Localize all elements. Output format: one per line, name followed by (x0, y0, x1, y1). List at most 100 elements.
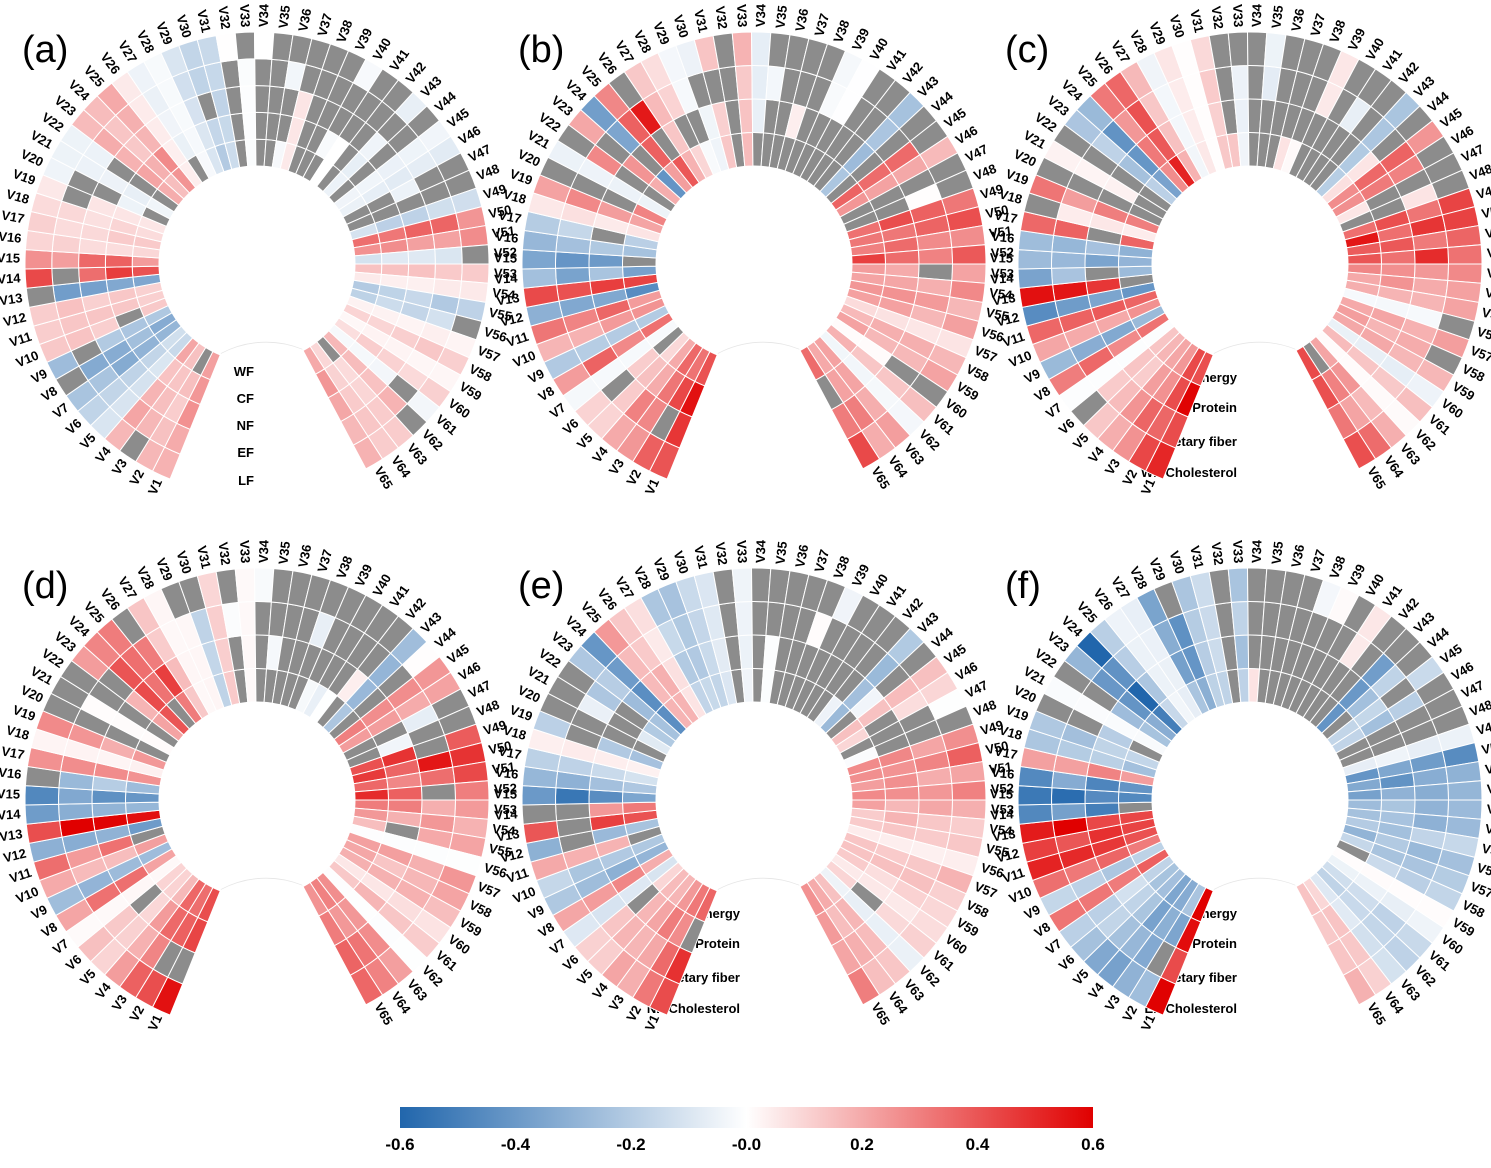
variable-label: V39 (352, 562, 376, 589)
variable-label: V54 (491, 285, 517, 303)
variable-label: V57 (475, 879, 502, 901)
variable-label: V30 (1166, 549, 1187, 576)
variable-label: V58 (964, 361, 991, 385)
panels: (a)V1V2V3V4V5V6V7V8V9V10V11V12V13V14V15V… (0, 3, 1491, 1033)
variable-label: V31 (194, 8, 214, 34)
variable-label: V6 (63, 416, 85, 438)
variable-label: V18 (502, 722, 528, 743)
heat-cell (78, 252, 107, 269)
panel-b: (b)V1V2V3V4V5V6V7V8V9V10V11V12V13V14V15V… (494, 3, 1238, 497)
variable-label: V6 (1056, 416, 1078, 438)
variable-label: V51 (988, 759, 1013, 777)
variable-label: V37 (1307, 548, 1328, 574)
variable-label: V54 (988, 821, 1014, 839)
heat-cell (1017, 803, 1054, 825)
variable-label: V46 (456, 123, 484, 148)
variable-label: V36 (295, 543, 314, 569)
variable-label: V47 (466, 141, 493, 165)
colorbar: -0.6 -0.4 -0.2 -0.0 0.2 0.4 0.6 (385, 1107, 1105, 1154)
heat-cell (1380, 249, 1416, 265)
variable-label: V12 (995, 310, 1021, 330)
ring-label: NF (237, 418, 254, 433)
variable-label: V12 (499, 310, 525, 330)
ring-label: EF (237, 445, 254, 460)
variable-label: V47 (963, 141, 990, 165)
variable-label: V56 (482, 324, 508, 345)
variable-label: V10 (1007, 884, 1034, 907)
variable-label: V15 (494, 250, 517, 265)
variable-label: V4 (589, 979, 611, 1001)
heat-cell (1230, 65, 1249, 101)
inner-ring-outline (220, 341, 303, 354)
variable-label: V48 (1467, 697, 1491, 719)
variable-label: V37 (314, 12, 335, 38)
heat-cell (521, 803, 558, 825)
variable-label: V49 (1475, 181, 1491, 202)
variable-label: V54 (1484, 821, 1491, 839)
heat-cell (751, 31, 772, 67)
heat-cell (734, 65, 753, 101)
variable-label: V52 (990, 245, 1014, 261)
variable-label: V53 (1487, 265, 1491, 281)
variable-label: V28 (1127, 564, 1151, 591)
variable-label: V19 (11, 702, 38, 724)
variable-label: V28 (1127, 28, 1151, 55)
variable-label: V11 (8, 865, 34, 886)
heat-cell (254, 85, 271, 114)
variable-label: V33 (1230, 4, 1246, 28)
variable-label: V39 (849, 562, 873, 589)
variable-label: V56 (979, 860, 1005, 881)
heat-cell (1051, 787, 1086, 805)
variable-label: V13 (991, 290, 1016, 308)
variable-label: V36 (792, 7, 811, 33)
heat-cell (917, 246, 954, 265)
variable-label: V58 (467, 897, 494, 921)
panel-d: (d)V1V2V3V4V5V6V7V8V9V10V11V12V13V14V15V… (0, 539, 741, 1033)
variable-label: V52 (493, 245, 517, 261)
variable-label: V18 (502, 186, 528, 207)
variable-label: V4 (1085, 979, 1107, 1001)
variable-label: V6 (1056, 952, 1078, 974)
variable-label: V56 (1475, 860, 1491, 881)
variable-label: V31 (194, 544, 214, 570)
variable-label: V47 (466, 677, 493, 701)
variable-label: V32 (1208, 541, 1226, 566)
heat-cell (731, 567, 753, 603)
variable-label: V52 (1486, 781, 1491, 797)
variable-label: V35 (1268, 5, 1286, 30)
variable-label: V11 (505, 329, 531, 350)
heat-cell (420, 782, 457, 801)
heat-cell (380, 250, 410, 265)
variable-label: V18 (998, 186, 1024, 207)
variable-label: V3 (1102, 992, 1123, 1014)
variable-label: V30 (670, 13, 691, 40)
variable-label: V20 (19, 682, 46, 705)
variable-label: V16 (0, 765, 22, 782)
variable-label: V10 (14, 348, 41, 371)
variable-label: V17 (0, 207, 26, 226)
variable-label: V14 (990, 270, 1015, 286)
colorbar-tick-label: 0.6 (1081, 1135, 1105, 1154)
heat-cell (1051, 267, 1087, 286)
variable-label: V53 (991, 801, 1015, 817)
variable-label: V13 (991, 826, 1016, 844)
colorbar-tick-label: 0.4 (966, 1135, 990, 1154)
heat-cell (434, 263, 463, 282)
heat-cell (521, 267, 558, 289)
variable-label: V15 (990, 786, 1013, 801)
heat-cell (51, 250, 80, 269)
variable-label: V50 (487, 202, 513, 221)
variable-label: V65 (371, 464, 396, 492)
variable-label: V29 (153, 556, 176, 583)
variable-label: V8 (1031, 383, 1052, 404)
variable-label: V21 (1021, 663, 1049, 688)
variable-label: V35 (1268, 541, 1286, 566)
variable-label: V9 (29, 366, 50, 387)
variable-label: V35 (275, 541, 293, 566)
variable-label: V7 (547, 936, 569, 958)
variable-label: V2 (126, 1003, 147, 1024)
ring-label: CF (237, 391, 254, 406)
heat-cell (407, 248, 436, 265)
variable-label: V46 (953, 659, 981, 684)
